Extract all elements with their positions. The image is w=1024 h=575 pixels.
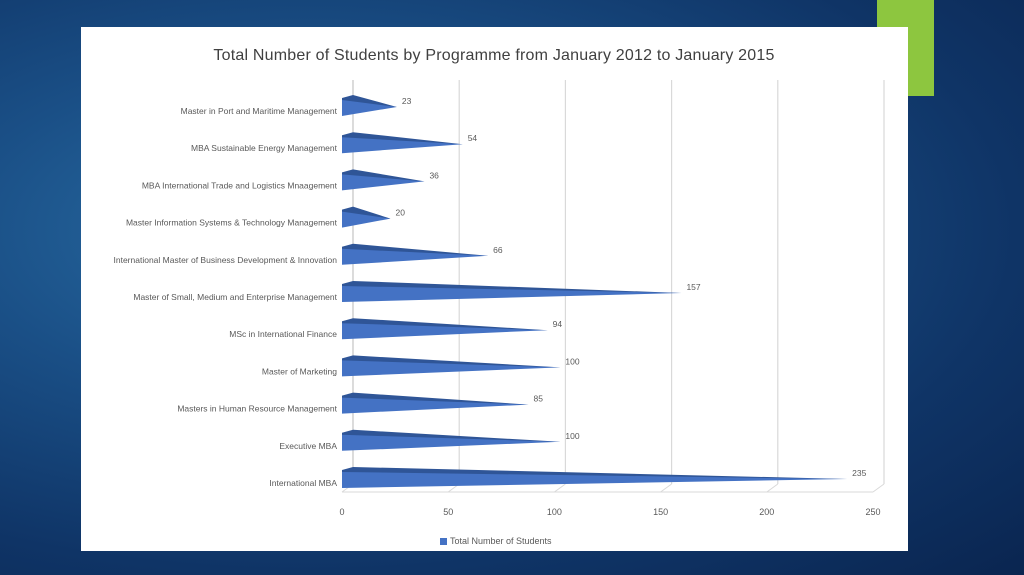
value-labels: 23 54 36 20 66 157 94 100 85 100 235 bbox=[395, 96, 866, 478]
gridline-floor bbox=[766, 483, 779, 493]
value-label: 100 bbox=[565, 431, 579, 441]
value-label: 54 bbox=[468, 133, 478, 143]
bar bbox=[342, 472, 848, 488]
value-label: 66 bbox=[493, 245, 503, 255]
bar bbox=[342, 323, 548, 340]
x-tick-label: 150 bbox=[653, 507, 668, 517]
category-label: Master in Port and Maritime Management bbox=[181, 106, 338, 116]
x-tick-label: 100 bbox=[547, 507, 562, 517]
bar bbox=[342, 174, 425, 191]
x-tick-labels: 0 50 100 150 200 250 bbox=[339, 507, 880, 517]
category-label: Executive MBA bbox=[279, 441, 337, 451]
x-tick-label: 250 bbox=[865, 507, 880, 517]
value-label: 157 bbox=[686, 282, 700, 292]
category-label: Master of Small, Medium and Enterprise M… bbox=[133, 292, 337, 302]
category-label: Masters in Human Resource Management bbox=[177, 404, 337, 414]
bars bbox=[342, 95, 848, 488]
category-label: MSc in International Finance bbox=[229, 329, 337, 339]
gridlines bbox=[341, 80, 885, 493]
gridline-floor bbox=[660, 483, 672, 493]
bar bbox=[342, 360, 561, 377]
legend: Total Number of Students bbox=[440, 536, 552, 546]
bar bbox=[342, 211, 391, 228]
category-labels: Master in Port and Maritime Management MB… bbox=[114, 106, 338, 488]
value-label: 100 bbox=[565, 356, 579, 366]
category-label: MBA International Trade and Logistics Mn… bbox=[142, 180, 338, 190]
value-label: 85 bbox=[534, 394, 544, 404]
bar bbox=[342, 137, 463, 154]
gridline-floor bbox=[554, 483, 566, 493]
value-label: 23 bbox=[402, 96, 412, 106]
category-label: MBA Sustainable Energy Management bbox=[191, 143, 338, 153]
legend-label: Total Number of Students bbox=[450, 536, 552, 546]
category-label: International MBA bbox=[269, 478, 337, 488]
bar bbox=[342, 397, 529, 414]
chart-title: Total Number of Students by Programme fr… bbox=[213, 47, 775, 64]
value-label: 235 bbox=[852, 468, 866, 478]
category-label: Master Information Systems & Technology … bbox=[126, 218, 338, 228]
value-label: 36 bbox=[429, 170, 439, 180]
bar bbox=[342, 286, 682, 302]
x-tick-label: 200 bbox=[759, 507, 774, 517]
bar bbox=[342, 100, 397, 116]
value-label: 94 bbox=[553, 319, 563, 329]
bar bbox=[342, 248, 489, 265]
value-label: 20 bbox=[395, 208, 405, 218]
category-label: Master of Marketing bbox=[262, 366, 337, 376]
x-tick-label: 0 bbox=[339, 507, 344, 517]
bar bbox=[342, 434, 561, 451]
gridline-floor bbox=[872, 483, 885, 493]
category-label: International Master of Business Develop… bbox=[114, 255, 338, 265]
x-tick-label: 50 bbox=[443, 507, 453, 517]
legend-swatch bbox=[440, 537, 447, 545]
